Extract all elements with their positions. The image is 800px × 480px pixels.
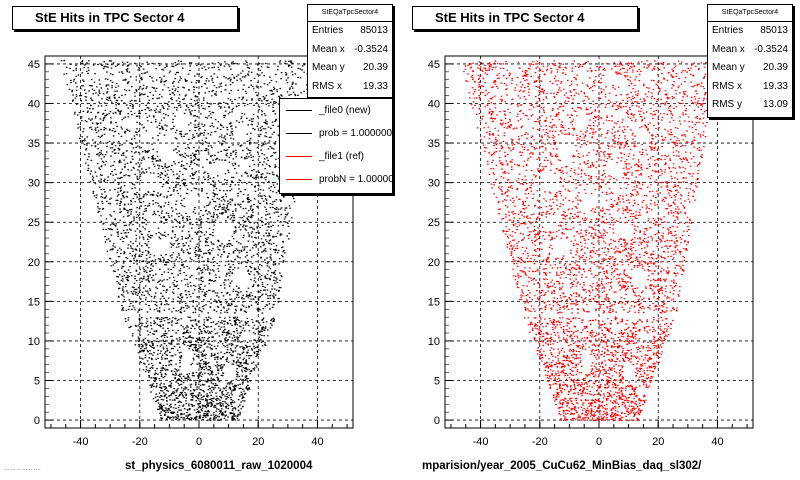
stats-value: 85013 [360,25,388,36]
stats-label: Mean y [312,62,345,73]
y-tick-label: 10 [28,336,40,348]
legend-label: _file1 (ref) [319,151,365,162]
right-x-axis-title: mparision/year_2005_CuCu62_MinBias_daq_s… [422,460,702,472]
stats-value: 13.09 [762,99,788,110]
stats-value: -0.3524 [354,43,388,55]
right-stats-header: StEQaTpcSector4 [708,5,792,22]
y-tick-label: 40 [428,98,440,110]
left-canvas: -40 -20 0 20 40 0 5 10 15 20 25 30 35 40 45 StE Hits i… [4,4,393,472]
x-tick-label: -40 [473,436,489,448]
y-tick-label: 35 [428,138,440,150]
left-plot-title-text: StE Hits in TPC Sector 4 [35,10,185,25]
left-stats-row: Mean x -0.3524 [308,41,392,60]
right-stats-row: Entries 85013 [708,22,792,41]
stats-label: Mean x [312,43,345,55]
legend-entry: _file1 (ref) [280,145,392,168]
stats-label: Entries [312,25,344,36]
y-tick-label: 15 [28,296,40,308]
right-stats-row: RMS y 13.09 [708,96,792,115]
right-stats-box: StEQaTpcSector4 Entries 85013 Mean x -0.… [707,4,793,118]
left-x-axis-title: st_physics_6080011_raw_1020004 [125,460,313,472]
x-tick-label: -20 [532,436,548,448]
y-tick-label: 0 [34,415,40,427]
legend-box: _file0 (new) prob = 1.000000 _file1 (ref… [279,98,393,194]
y-tick-label: 5 [434,376,440,388]
x-tick-label: 20 [652,436,664,448]
y-tick-label: 45 [28,59,40,71]
stats-label: Mean x [712,43,745,55]
x-tick-label: 40 [311,436,323,448]
left-plot-title: StE Hits in TPC Sector 4 [12,6,238,30]
x-tick-label: 20 [252,436,264,448]
legend-line-red [286,179,312,180]
left-stats-box: StEQaTpcSector4 Entries 85013 Mean x -0.… [307,4,393,98]
y-tick-label: 30 [428,178,440,190]
stats-value: 19.33 [762,80,788,92]
stats-value: -0.3524 [754,43,788,55]
left-stats-row: RMS x 19.33 [308,78,392,97]
x-tick-label: 0 [596,436,602,448]
stats-value: 20.39 [762,62,788,73]
x-tick-label: 40 [711,436,723,448]
legend-line-black [286,110,312,111]
y-tick-label: 30 [28,178,40,190]
x-tick-label: -20 [132,436,148,448]
y-tick-label: 15 [428,296,440,308]
legend-entry: prob = 1.000000 [280,122,392,145]
right-plot-title-text: StE Hits in TPC Sector 4 [435,10,585,25]
stats-label: RMS y [712,99,742,110]
stats-value: 19.33 [362,80,388,92]
legend-line-black [286,133,312,134]
stats-value: 85013 [760,25,788,36]
y-tick-label: 20 [428,257,440,269]
y-tick-label: 40 [28,98,40,110]
y-tick-label: 0 [434,415,440,427]
y-tick-label: 35 [28,138,40,150]
y-tick-label: 10 [428,336,440,348]
footer-note: ... ... .. ...... .... [4,466,41,472]
legend-label: _file0 (new) [319,105,371,116]
left-stats-row: Entries 85013 [308,22,392,41]
stats-label: Mean y [712,62,745,73]
stats-label: RMS x [312,80,342,92]
stats-label: RMS x [712,80,742,92]
left-stats-header: StEQaTpcSector4 [308,5,392,22]
y-tick-label: 5 [34,376,40,388]
hit-points [60,60,318,422]
legend-line-red [286,156,312,157]
y-tick-label: 25 [28,217,40,229]
x-tick-label: 0 [196,436,202,448]
stats-label: Entries [712,25,744,36]
legend-label: prob = 1.000000 [319,128,393,139]
x-tick-label: -40 [73,436,89,448]
right-stats-row: Mean y 20.39 [708,59,792,78]
left-stats-row: Mean y 20.39 [308,59,392,78]
hit-point-cloud [60,60,318,422]
right-plot-title: StE Hits in TPC Sector 4 [412,6,638,30]
y-tick-label: 20 [28,257,40,269]
legend-entry: probN = 1.000000 [280,168,392,191]
stats-value: 20.39 [362,62,388,73]
right-scatter-plot: -40 -20 0 20 40 0 5 10 15 20 25 30 35 40 45 [428,55,754,448]
right-canvas: -40 -20 0 20 40 0 5 10 15 20 25 30 35 40 45 StE Hits i… [400,0,800,480]
right-stats-row: RMS x 19.33 [708,78,792,97]
legend-entry: _file0 (new) [280,99,392,122]
legend-label: probN = 1.000000 [319,174,393,185]
y-tick-label: 25 [428,217,440,229]
y-tick-label: 45 [428,59,440,71]
right-stats-row: Mean x -0.3524 [708,41,792,60]
